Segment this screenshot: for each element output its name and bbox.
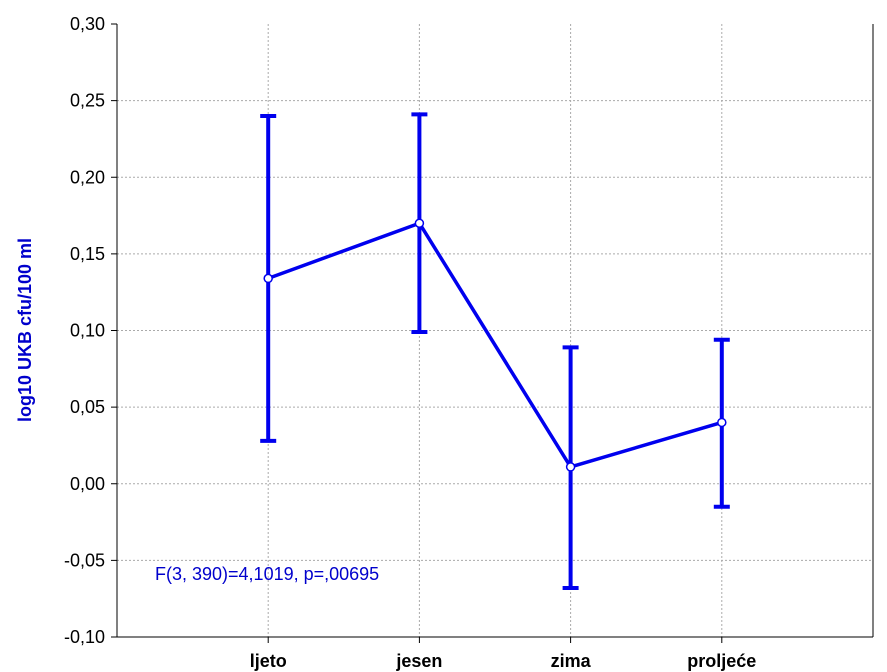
axes xyxy=(111,23,874,643)
y-tick-label: 0,15 xyxy=(70,244,105,264)
x-tick-label: proljeće xyxy=(687,651,756,671)
stat-annotation: F(3, 390)=4,1019, p=,00695 xyxy=(155,564,379,584)
y-axis-label: log10 UKB cfu/100 ml xyxy=(15,238,35,422)
x-tick-label: zima xyxy=(551,651,592,671)
series-line xyxy=(267,221,723,469)
data-point xyxy=(717,417,727,428)
y-tick-label: 0,05 xyxy=(70,397,105,417)
y-tick-label: -0,05 xyxy=(64,550,105,570)
series xyxy=(260,112,730,590)
data-point xyxy=(565,462,576,472)
data-point xyxy=(263,273,273,284)
y-tick-label: 0,20 xyxy=(70,167,105,187)
y-tick-labels: -0,10 -0,05 0,00 0,05 0,10 0,15 0,20 0,25 0,30 xyxy=(64,14,105,647)
x-tick-label: jesen xyxy=(395,651,442,671)
x-tick-labels: ljeto jesen zima proljeće xyxy=(250,651,757,671)
data-point xyxy=(414,218,425,228)
x-tick-label: ljeto xyxy=(250,651,287,671)
y-tick-label: 0,30 xyxy=(70,14,105,34)
grid-lines xyxy=(117,24,873,637)
y-tick-label: -0,10 xyxy=(64,627,105,647)
y-tick-label: 0,25 xyxy=(70,91,105,111)
y-tick-label: 0,00 xyxy=(70,474,105,494)
y-tick-label: 0,10 xyxy=(70,321,105,341)
